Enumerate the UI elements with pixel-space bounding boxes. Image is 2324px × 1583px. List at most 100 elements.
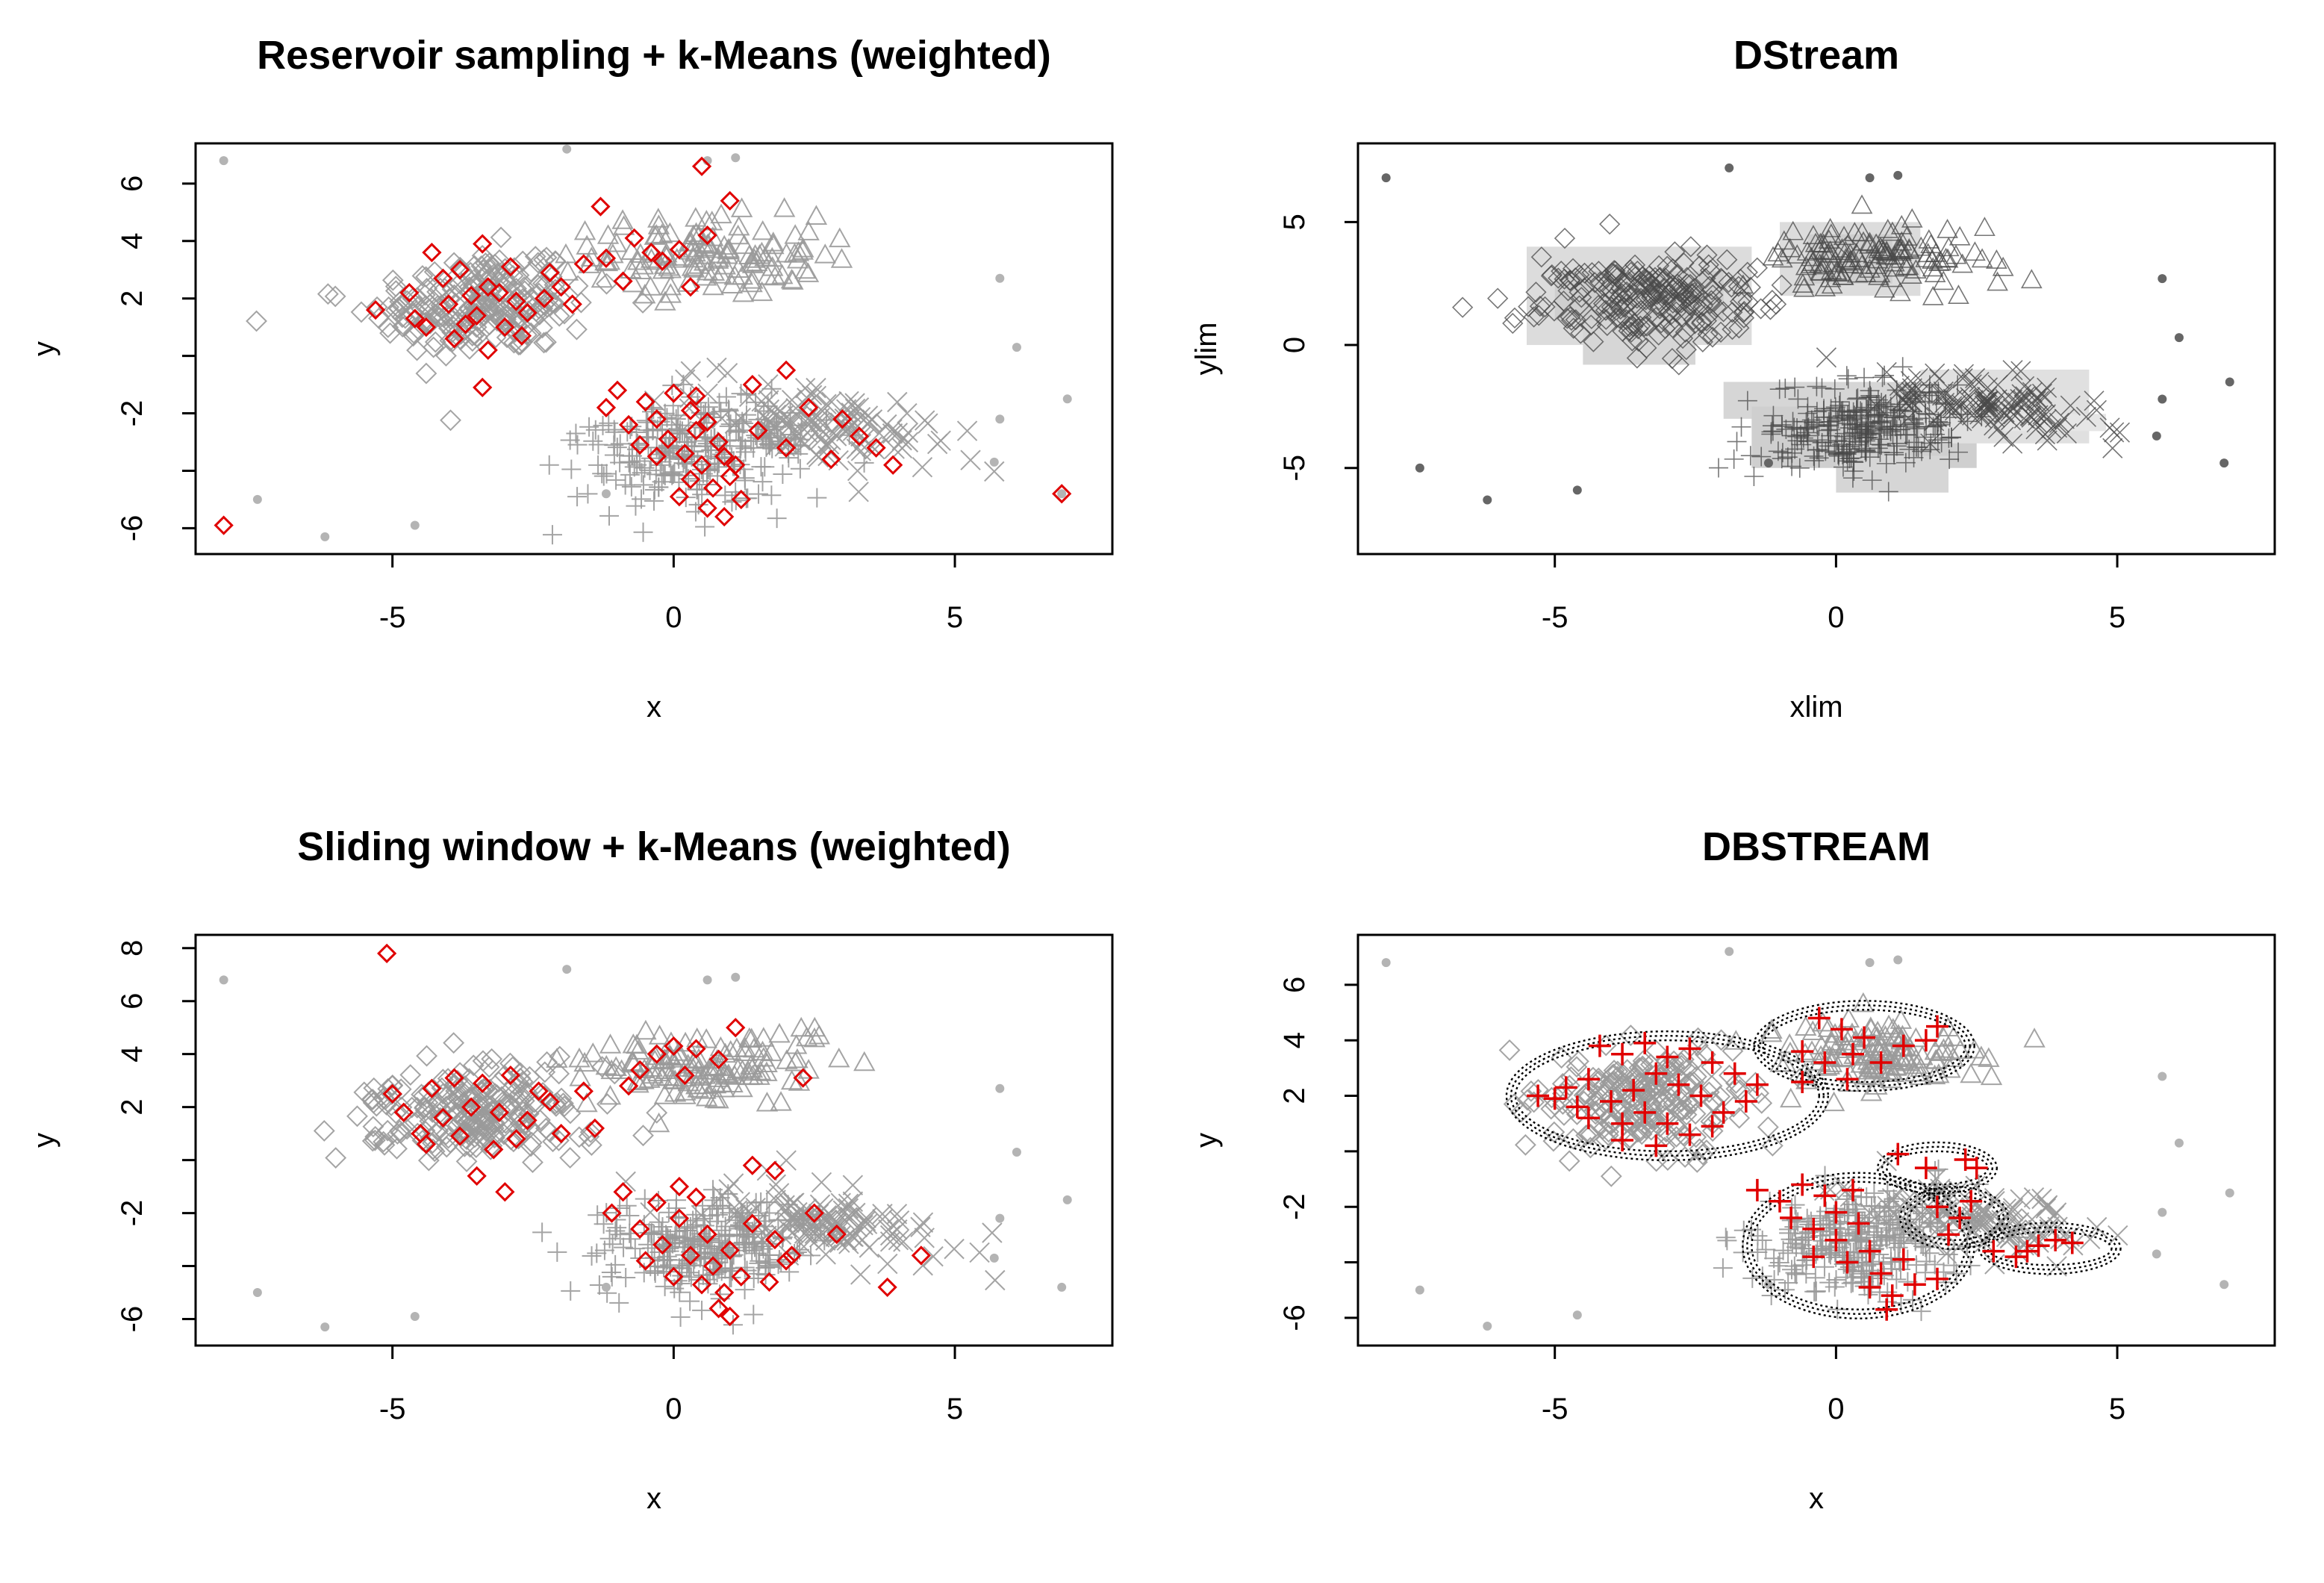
background-point: [664, 1278, 685, 1299]
background-point: [639, 1222, 659, 1243]
background-point: [567, 487, 588, 507]
overlay-point: [1791, 1070, 1814, 1093]
overlay-point: [720, 1306, 740, 1327]
background-point: [1837, 1007, 1860, 1028]
plot-area: [219, 943, 1072, 1335]
background-point: [756, 409, 777, 431]
background-point: [1886, 1047, 1909, 1068]
background-point: [1868, 239, 1890, 258]
background-point: [1971, 248, 1993, 268]
noise-point: [1763, 458, 1773, 468]
background-point: [1862, 1254, 1882, 1275]
background-point: [346, 1105, 368, 1128]
background-point: [1905, 259, 1927, 279]
background-point: [1774, 1051, 1797, 1072]
background-point: [1630, 1120, 1651, 1142]
background-point: [2035, 404, 2056, 425]
background-point: [599, 1084, 622, 1105]
overlay-point: [618, 414, 639, 435]
background-point: [1883, 425, 1903, 445]
y-axis-label: y: [28, 1133, 60, 1148]
background-point: [667, 1041, 690, 1061]
background-point: [1660, 1056, 1682, 1078]
background-point: [620, 240, 643, 260]
background-point: [596, 1203, 617, 1223]
background-point: [1750, 298, 1772, 320]
background-point: [616, 1267, 636, 1287]
background-point: [2013, 390, 2034, 411]
background-point: [1616, 271, 1638, 293]
background-point: [756, 1052, 778, 1073]
background-point: [1937, 237, 1960, 257]
overlay-point: [444, 1068, 464, 1088]
background-point: [559, 1102, 582, 1125]
background-point: [1902, 392, 1923, 413]
background-point: [1819, 217, 1841, 237]
background-point: [726, 491, 746, 511]
background-point: [1817, 416, 1837, 436]
background-point: [1551, 1083, 1574, 1104]
y-tick-label: 4: [116, 233, 149, 249]
background-point: [663, 1234, 683, 1254]
noise-point: [320, 532, 330, 541]
background-point: [1785, 377, 1805, 397]
background-point: [1769, 1252, 1789, 1272]
background-point: [1502, 312, 1524, 335]
background-point: [711, 408, 732, 429]
cluster-region: [1746, 1176, 1971, 1315]
background-point: [1667, 273, 1689, 295]
background-point: [611, 209, 634, 229]
background-point: [693, 1074, 716, 1095]
background-point: [1514, 1133, 1536, 1156]
x-tick-label: 0: [1828, 601, 1844, 634]
background-point: [438, 305, 461, 328]
overlay-point: [438, 294, 459, 314]
background-point: [2034, 387, 2055, 408]
background-point: [1583, 331, 1604, 352]
overlay-point: [517, 302, 538, 323]
overlay-point: [1527, 1084, 1550, 1107]
background-point: [1969, 371, 1990, 393]
chart-panel-dbstream: -5 0 5 -6 -2 2 4 6 DBSTREAM x y: [1162, 792, 2324, 1583]
background-point: [1804, 413, 1824, 433]
overlay-point: [647, 1192, 667, 1213]
noise-point: [1012, 343, 1021, 352]
background-point: [621, 476, 641, 497]
overlay-point: [1825, 1201, 1848, 1224]
background-point: [602, 1234, 623, 1254]
background-point: [675, 1220, 695, 1240]
background-point: [1980, 399, 2001, 420]
background-point: [1523, 1091, 1545, 1113]
background-point: [1960, 1063, 1982, 1083]
background-point: [1882, 416, 1902, 436]
background-point: [1953, 364, 1975, 385]
overlay-point: [2004, 1245, 2028, 1269]
background-point: [459, 261, 482, 284]
background-point: [542, 525, 562, 545]
background-point: [717, 363, 738, 384]
background-point: [1877, 218, 1899, 238]
background-point: [1834, 1176, 1855, 1198]
background-point: [411, 265, 434, 287]
background-point: [835, 399, 857, 420]
background-point: [591, 267, 614, 288]
background-point: [2056, 423, 2077, 444]
background-point: [462, 274, 485, 296]
background-point: [1887, 433, 1907, 453]
overlay-point: [764, 1160, 785, 1181]
background-point: [830, 1192, 851, 1213]
plot-area: [1381, 163, 2234, 505]
overlay-point: [1841, 1178, 1864, 1201]
background-point: [735, 470, 755, 491]
background-point: [719, 1235, 739, 1255]
background-point: [1761, 290, 1784, 311]
background-point: [1683, 282, 1705, 304]
background-point: [1654, 317, 1676, 340]
overlay-point: [214, 515, 234, 535]
overlay-point: [1869, 1262, 1892, 1285]
background-point: [796, 1198, 817, 1219]
background-point: [1897, 1051, 1919, 1072]
background-point: [517, 1103, 540, 1125]
background-point: [1589, 271, 1611, 293]
background-point: [1821, 420, 1841, 440]
